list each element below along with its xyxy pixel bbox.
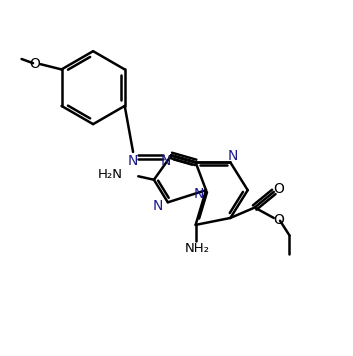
Text: N: N — [161, 154, 171, 168]
Text: O: O — [29, 57, 40, 70]
Text: H₂N: H₂N — [98, 168, 122, 181]
Text: N: N — [228, 149, 238, 163]
Text: O: O — [274, 182, 285, 196]
Text: O: O — [274, 213, 285, 227]
Text: N: N — [128, 154, 138, 168]
Text: N: N — [153, 199, 163, 214]
Text: N: N — [193, 187, 204, 201]
Text: NH₂: NH₂ — [185, 242, 210, 255]
